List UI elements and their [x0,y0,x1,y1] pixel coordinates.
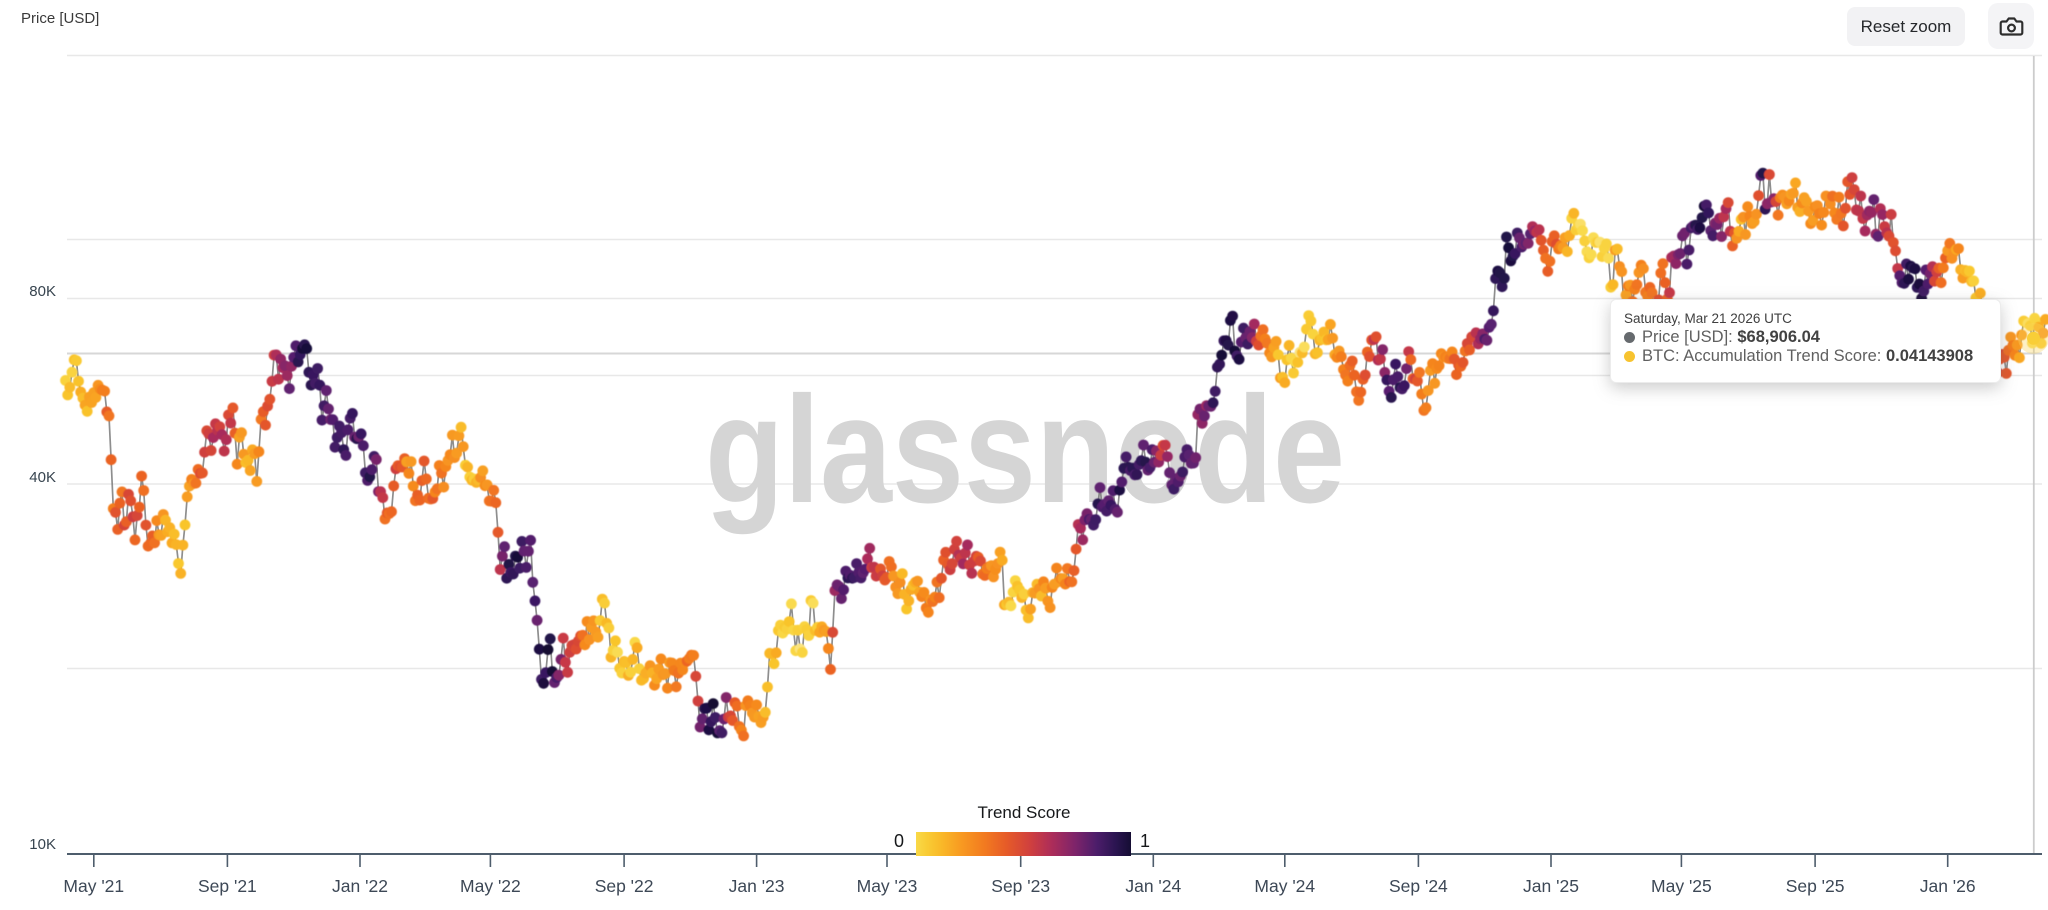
svg-text:glassnode: glassnode [705,365,1345,535]
